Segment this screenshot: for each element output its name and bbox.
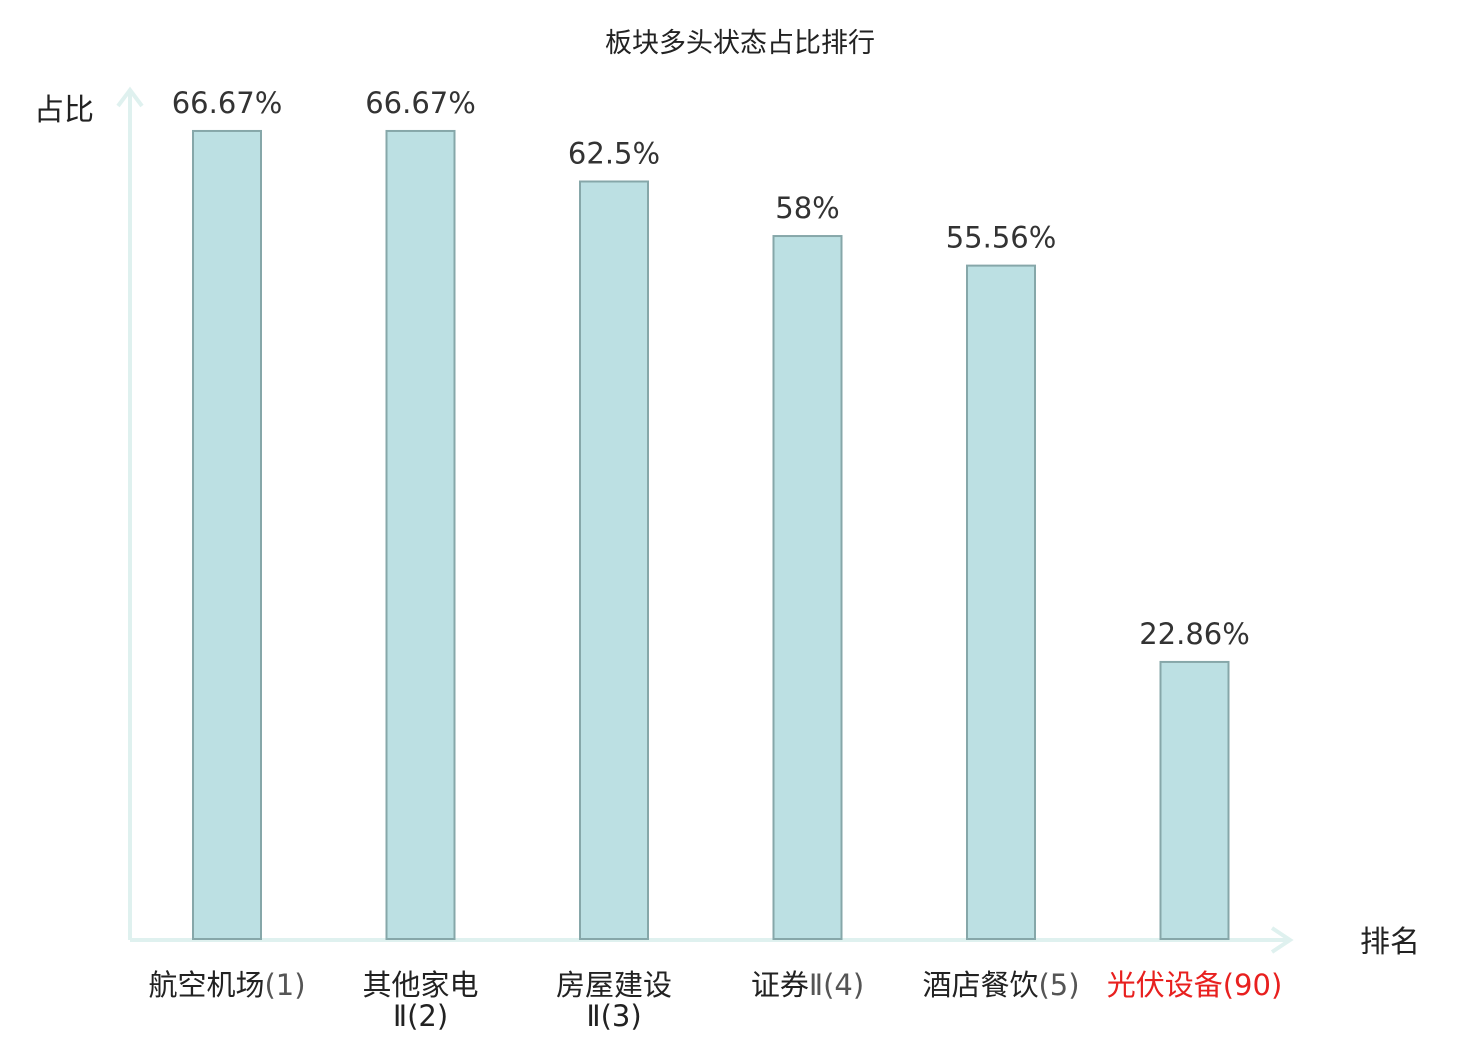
bar [772, 235, 843, 941]
bar [579, 180, 649, 940]
x-tick-label: 酒店餐饮(5) [922, 968, 1079, 1002]
chart-title: 板块多头状态占比排行 [605, 28, 875, 59]
bar [966, 264, 1036, 940]
x-tick-rank: Ⅱ(2) [393, 999, 448, 1033]
y-axis [116, 86, 144, 940]
data-label: 66.67% [172, 86, 283, 120]
y-axis-label: 占比 [34, 93, 94, 128]
x-axis [130, 926, 1294, 954]
x-tick-rank: Ⅱ(3) [586, 999, 641, 1033]
bars-group [192, 129, 1230, 941]
bar [192, 129, 262, 940]
x-axis-label: 排名 [1360, 925, 1420, 960]
bar [385, 129, 456, 940]
x-tick-label: 其他家电 [362, 968, 478, 1002]
data-label: 66.67% [365, 86, 476, 120]
x-tick-label: 光伏设备(90) [1107, 968, 1283, 1002]
data-label: 62.5% [568, 137, 660, 171]
bar [1159, 660, 1230, 941]
x-tick-label: 航空机场(1) [148, 968, 305, 1002]
data-label: 58% [775, 191, 839, 225]
data-label: 22.86% [1139, 617, 1250, 651]
x-tick-label: 证券Ⅱ(4) [751, 968, 864, 1002]
value-labels-group: 66.67% 66.67% 62.5% 58% 55.56% 22.86% [172, 86, 1250, 651]
x-tick-label: 房屋建设 [556, 968, 672, 1002]
data-label: 55.56% [946, 221, 1057, 255]
